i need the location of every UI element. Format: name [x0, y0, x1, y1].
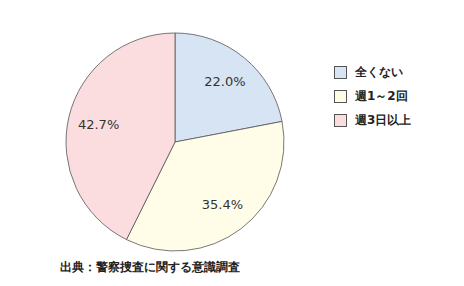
- svg-text:22.0%: 22.0%: [204, 74, 245, 89]
- svg-text:35.4%: 35.4%: [202, 197, 243, 212]
- html-text:週1～2回: 週1～2回: [355, 88, 408, 103]
- html-text:週3日以上: 週3日以上: [355, 112, 412, 127]
- svg-text:42.7%: 42.7%: [78, 117, 119, 132]
- html-text:出典：警察捜査に関する意識調査: 出典：警察捜査に関する意識調査: [60, 260, 240, 274]
- html-text:全くない: 全くない: [355, 64, 403, 79]
